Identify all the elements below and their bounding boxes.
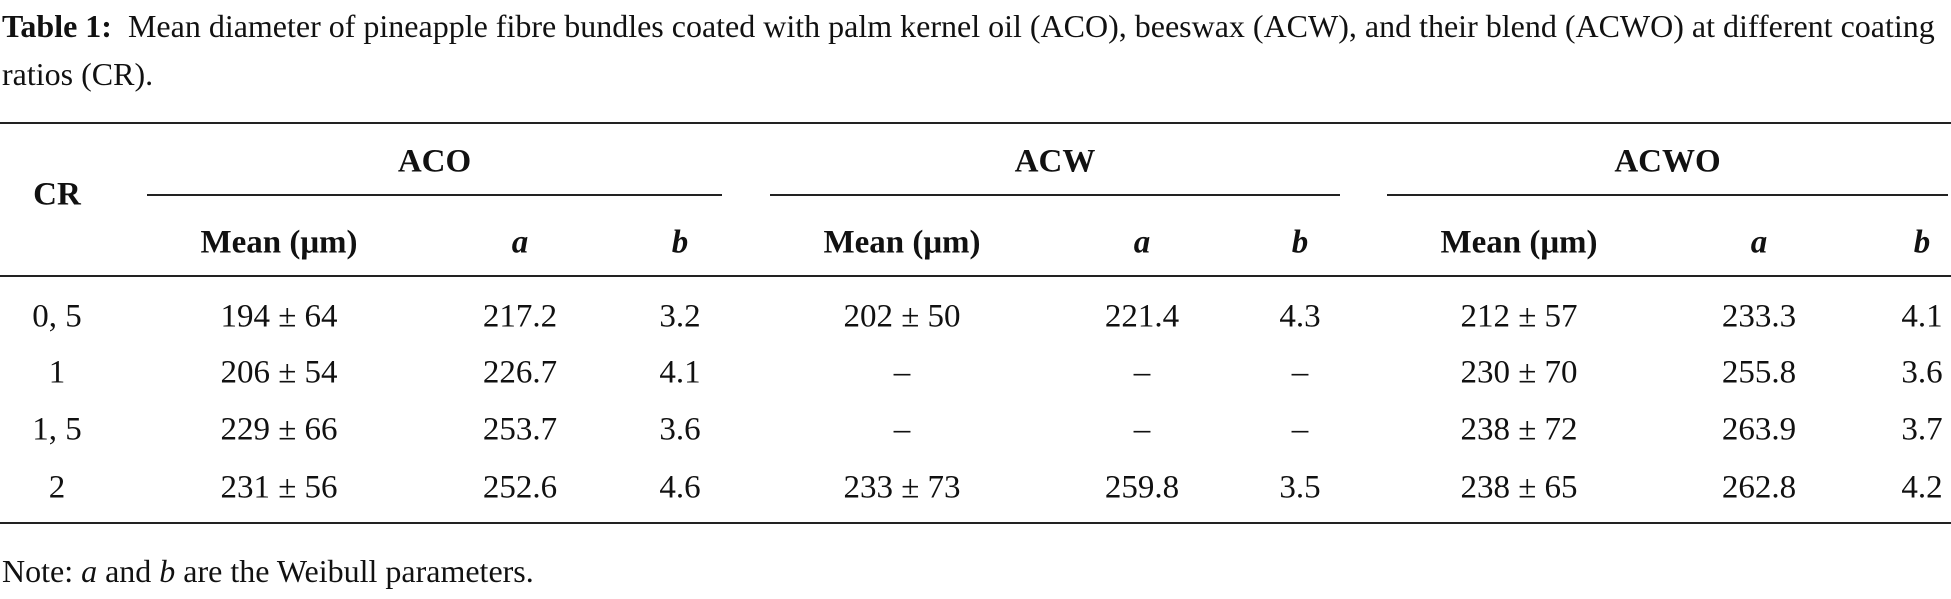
caption-text: Mean diameter of pineapple fibre bundles… xyxy=(2,8,1935,92)
group-header: ACW xyxy=(1014,143,1096,180)
group-rule xyxy=(147,194,722,196)
table-caption: Table 1: Mean diameter of pineapple fibr… xyxy=(2,2,1947,98)
table-cell: 4.2 xyxy=(1901,469,1943,506)
column-header: a xyxy=(1750,224,1768,261)
row-label: 0, 5 xyxy=(32,298,82,335)
table-cell: – xyxy=(1133,354,1151,391)
row-header: CR xyxy=(33,176,81,213)
note-text: and xyxy=(97,553,160,589)
column-header: Mean (μm) xyxy=(1440,224,1598,261)
table-cell: – xyxy=(1291,354,1309,391)
table-cell: – xyxy=(1133,411,1151,448)
note-symbol: b xyxy=(159,553,176,589)
column-header: b xyxy=(671,224,689,261)
row-label: 1, 5 xyxy=(32,411,82,448)
table-cell: 217.2 xyxy=(482,298,558,335)
column-header: b xyxy=(1913,224,1931,261)
table-cell: 238 ± 65 xyxy=(1460,469,1578,506)
column-header: Mean (μm) xyxy=(823,224,981,261)
table-cell: – xyxy=(1291,411,1309,448)
row-label: 2 xyxy=(48,469,66,506)
table-cell: 4.1 xyxy=(659,354,701,391)
note-text: Note: xyxy=(2,553,82,589)
group-header: ACO xyxy=(397,143,472,180)
table-cell: 3.7 xyxy=(1901,411,1943,448)
table-cell: 253.7 xyxy=(482,411,558,448)
group-rule xyxy=(770,194,1340,196)
table-cell: 233 ± 73 xyxy=(843,469,961,506)
table-cell: 4.1 xyxy=(1901,298,1943,335)
column-header: a xyxy=(511,224,529,261)
table-cell: 3.6 xyxy=(659,411,701,448)
table-cell: 230 ± 70 xyxy=(1460,354,1578,391)
table-cell: 202 ± 50 xyxy=(843,298,961,335)
note-symbol: a xyxy=(81,553,98,589)
table-cell: 3.2 xyxy=(659,298,701,335)
table-cell: 231 ± 56 xyxy=(220,469,338,506)
group-header: ACWO xyxy=(1614,143,1721,180)
table-cell: 255.8 xyxy=(1721,354,1797,391)
top-rule xyxy=(0,122,1951,124)
caption-label: Table 1: xyxy=(2,8,112,44)
note-text: are the Weibull parameters. xyxy=(175,553,534,589)
table-cell: – xyxy=(893,411,911,448)
table-cell: 3.6 xyxy=(1901,354,1943,391)
table-note: Note: a and b are the Weibull parameters… xyxy=(2,553,534,590)
table-cell: 233.3 xyxy=(1721,298,1797,335)
column-header: Mean (μm) xyxy=(200,224,358,261)
table-cell: 3.5 xyxy=(1279,469,1321,506)
table-cell: 221.4 xyxy=(1104,298,1180,335)
table-cell: 194 ± 64 xyxy=(220,298,338,335)
table-cell: 252.6 xyxy=(482,469,558,506)
header-rule xyxy=(0,275,1951,277)
table-cell: 226.7 xyxy=(482,354,558,391)
table-cell: 4.3 xyxy=(1279,298,1321,335)
table-cell: 206 ± 54 xyxy=(220,354,338,391)
table-cell: 259.8 xyxy=(1104,469,1180,506)
table-cell: 262.8 xyxy=(1721,469,1797,506)
table-cell: – xyxy=(893,354,911,391)
column-header: b xyxy=(1291,224,1309,261)
table-cell: 263.9 xyxy=(1721,411,1797,448)
row-label: 1 xyxy=(48,354,66,391)
table-cell: 238 ± 72 xyxy=(1460,411,1578,448)
column-header: a xyxy=(1133,224,1151,261)
group-rule xyxy=(1387,194,1948,196)
table-cell: 212 ± 57 xyxy=(1460,298,1578,335)
table-cell: 4.6 xyxy=(659,469,701,506)
table-cell: 229 ± 66 xyxy=(220,411,338,448)
bottom-rule xyxy=(0,522,1951,524)
